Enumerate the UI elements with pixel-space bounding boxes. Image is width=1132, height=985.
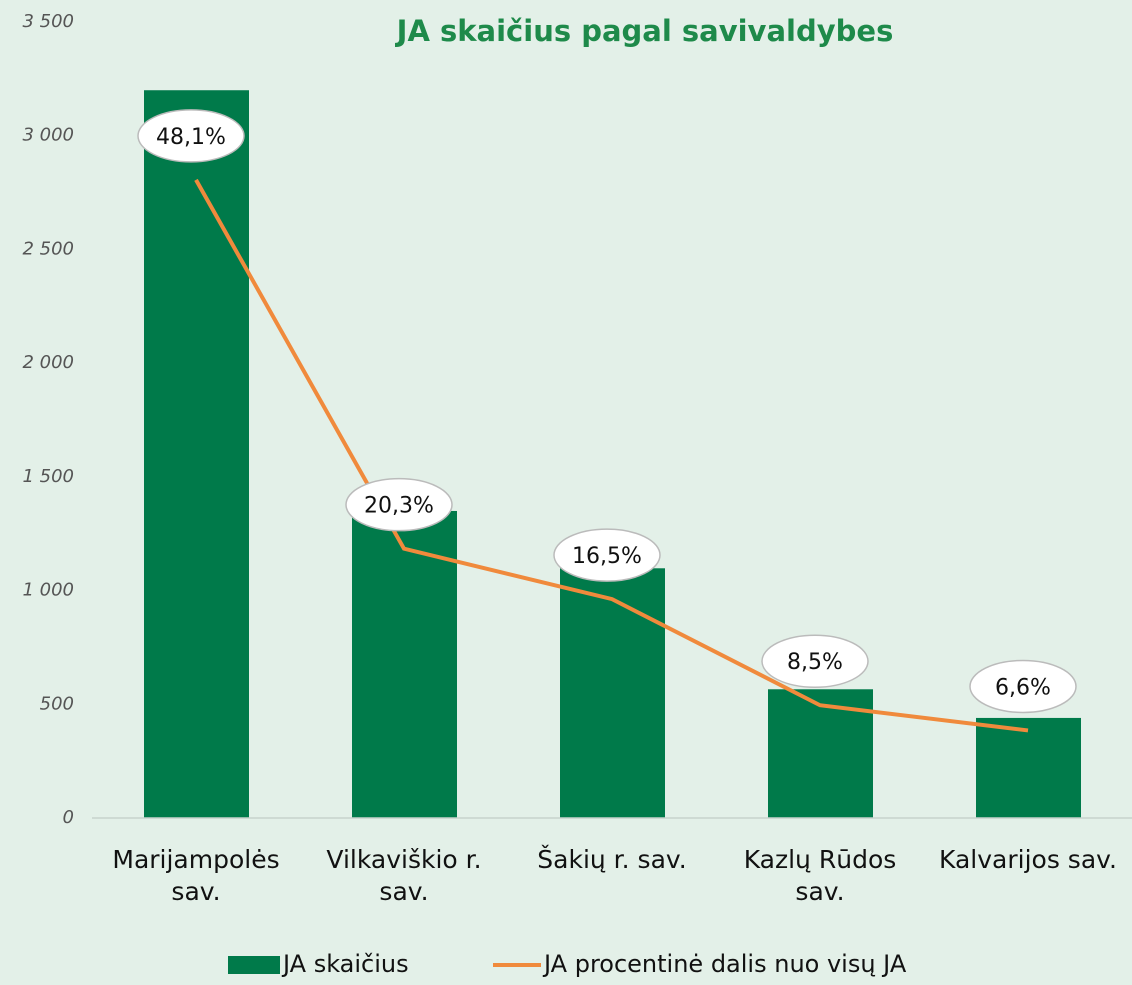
y-tick-label: 3 500: [22, 11, 74, 32]
data-label: 20,3%: [364, 494, 434, 519]
y-tick-label: 1 000: [22, 580, 74, 601]
chart-title: JA skaičius pagal savivaldybes: [395, 14, 894, 48]
bar: [560, 568, 665, 818]
bar: [144, 90, 249, 818]
y-tick-label: 500: [40, 693, 74, 714]
data-label-bubble: [137, 109, 245, 163]
line: [194, 178, 1029, 733]
data-label-bubble: [969, 659, 1077, 714]
data-label: 48,1%: [156, 125, 226, 150]
data-label: 6,6%: [995, 675, 1051, 700]
y-tick-label: 0: [63, 807, 74, 828]
data-label: 8,5%: [787, 650, 843, 675]
data-label: 16,5%: [572, 544, 642, 569]
legend-label: JA procentinė dalis nuo visų JA: [542, 950, 907, 978]
x-tick-label: Šakių r. sav.: [537, 845, 687, 874]
legend-label: JA skaičius: [281, 950, 409, 978]
bar: [352, 510, 457, 818]
y-tick-label: 2 500: [22, 238, 74, 259]
x-tick-label: Kazlų Rūdos sav.: [743, 845, 897, 906]
data-label-bubble: [345, 477, 453, 532]
y-tick-label: 2 000: [22, 352, 74, 373]
y-tick-label: 1 500: [22, 466, 74, 487]
data-label-bubble: [761, 634, 869, 688]
x-tick-label: Vilkaviškio r. sav.: [326, 845, 482, 906]
data-label-bubble: [553, 528, 661, 582]
legend-swatch: [228, 956, 280, 974]
x-tick-label: Kalvarijos sav.: [939, 845, 1117, 874]
bar: [976, 717, 1081, 818]
x-tick-label: Marijampolės sav.: [112, 845, 280, 906]
y-tick-label: 3 000: [22, 125, 74, 146]
